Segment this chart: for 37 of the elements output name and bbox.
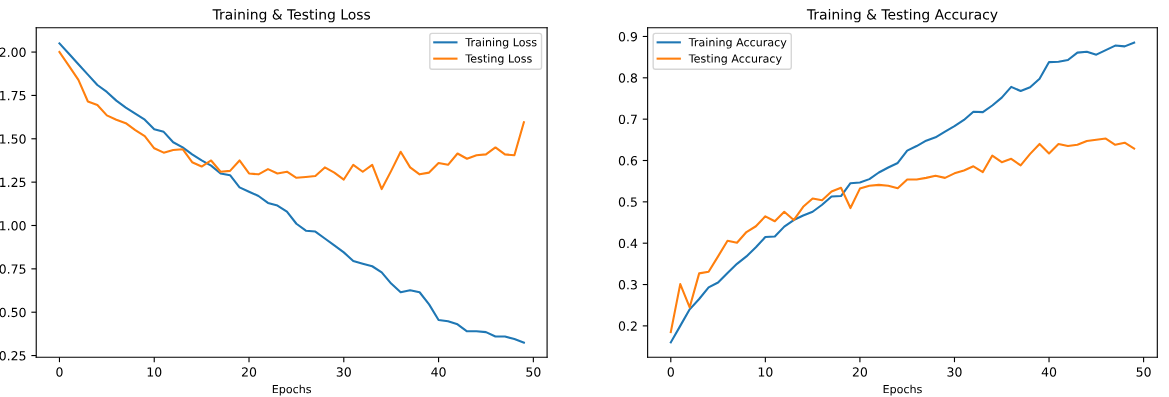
x-tick-label: 10 bbox=[147, 367, 162, 377]
legend-label: Training Accuracy bbox=[688, 37, 787, 49]
y-tick-label: 0.7 bbox=[618, 114, 637, 125]
y-tick-label: 0.75 bbox=[0, 264, 26, 274]
y-tick-label: 0.2 bbox=[618, 321, 637, 331]
y-tick-label: 0.6 bbox=[618, 155, 638, 166]
x-tick-label: 30 bbox=[947, 367, 962, 377]
x-tick-label: 40 bbox=[431, 367, 446, 377]
x-axis-title: Epochs bbox=[883, 384, 922, 396]
x-tick-label: 40 bbox=[1041, 367, 1057, 377]
y-tick-label: 0.9 bbox=[618, 31, 638, 42]
x-tick-label: 30 bbox=[336, 367, 351, 377]
x-tick-label: 20 bbox=[241, 367, 257, 377]
y-tick-label: 1.25 bbox=[0, 177, 26, 188]
chart-title: Training & Testing Loss bbox=[212, 8, 371, 23]
y-tick-label: 0.5 bbox=[618, 197, 637, 207]
legend-label: Testing Loss bbox=[465, 54, 532, 65]
legend-label: Training Loss bbox=[465, 37, 537, 49]
x-tick-label: 0 bbox=[667, 367, 674, 377]
y-tick-label: 2.00 bbox=[0, 47, 26, 57]
line-series bbox=[669, 137, 1136, 334]
y-tick-label: 1.75 bbox=[0, 91, 26, 101]
y-tick-label: 0.25 bbox=[0, 351, 26, 361]
x-tick-label: 50 bbox=[526, 367, 541, 377]
y-tick-label: 0.3 bbox=[618, 280, 637, 290]
x-tick-label: 10 bbox=[758, 367, 773, 377]
x-tick-label: 20 bbox=[852, 367, 868, 377]
legend-label: Testing Accuracy bbox=[688, 54, 782, 65]
y-tick-label: 0.8 bbox=[618, 73, 638, 83]
y-tick-label: 1.00 bbox=[0, 220, 26, 231]
x-tick-label: 0 bbox=[56, 367, 63, 377]
x-axis-title: Epochs bbox=[272, 384, 312, 396]
y-tick-label: 0.4 bbox=[618, 238, 638, 249]
y-tick-label: 1.50 bbox=[0, 134, 26, 144]
chart-title: Training & Testing Accuracy bbox=[806, 8, 998, 23]
x-tick-label: 50 bbox=[1136, 367, 1151, 377]
y-tick-label: 0.50 bbox=[0, 307, 26, 318]
